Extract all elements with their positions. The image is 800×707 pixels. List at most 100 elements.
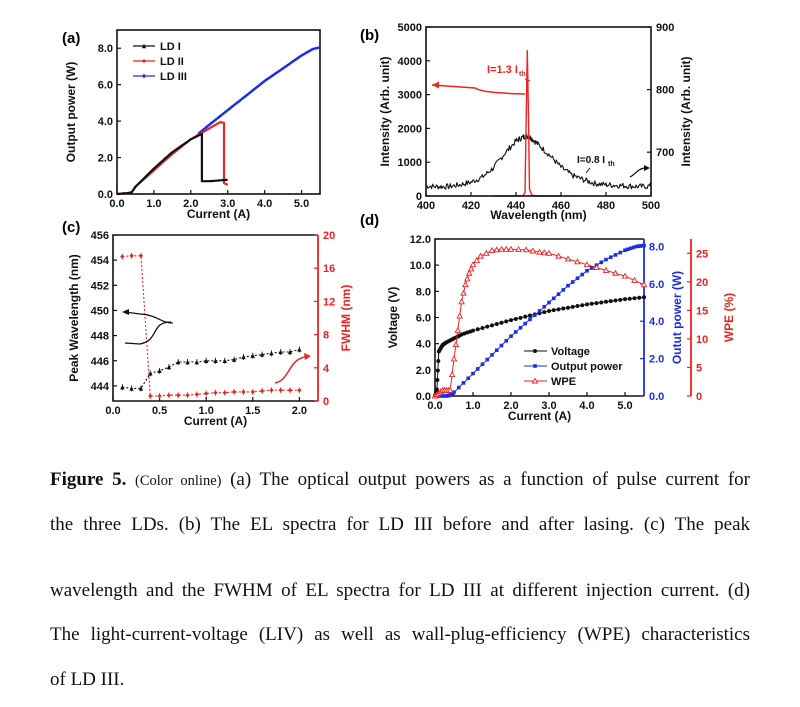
data-point [613,253,618,257]
y-right-axis-label: FWHM (nm) [339,285,353,352]
y-tick-label: 444 [91,381,110,393]
data-point [515,246,522,253]
data-point [642,243,646,248]
data-point [494,322,499,327]
data-point [278,388,283,393]
x-tick-label: 400 [417,200,435,212]
annotation-subscript: th [608,161,615,168]
panel-c-chart: 0.0 0.5 1.0 1.5 2.0 Current (A) 444 446 448 450 45… [67,230,353,428]
x-tick-label: 1.0 [199,405,214,417]
legend-label: Voltage [551,346,590,358]
data-point [623,248,627,253]
data-point [138,253,144,258]
y-tick-label: 10.0 [410,260,431,272]
y-right-tick-label: 2.0 [649,354,664,366]
series-line [116,132,228,196]
y-right-tick-label: 8.0 [649,241,664,253]
data-point [518,325,523,330]
data-point [638,244,642,248]
x-tick-label: 0.0 [427,400,442,412]
data-point [504,319,509,324]
data-point [231,389,237,395]
data-point [628,246,633,251]
legend-marker [531,377,539,384]
y-right2-tick-label: 25 [696,248,708,260]
figure-number: Figure 5. [50,469,127,490]
data-point [436,359,441,364]
x-tick-label: 3.0 [220,198,235,210]
plot-frame [112,234,318,402]
data-point [287,388,293,393]
legend: Voltage Output power WPE [524,346,623,388]
data-point [580,272,585,277]
series-line [116,120,229,196]
data-point [176,359,181,365]
data-point [466,376,471,381]
y-tick-label: 0.0 [416,391,431,403]
data-point [599,260,604,265]
y-axis-label: Output power (W) [64,62,78,163]
x-tick-label: 1.0 [146,198,161,210]
data-point [458,298,465,305]
caption-line-5: of LD III. [50,669,125,690]
data-point [589,301,594,306]
data-point [637,295,642,300]
data-point [475,327,480,332]
data-point [640,281,648,288]
x-tick-label: 2.0 [292,405,307,417]
data-point [545,249,553,256]
legend-label: Output power [551,361,623,373]
x-axis-label: Current (A) [187,207,250,221]
data-point [551,296,556,301]
data-point [513,316,518,321]
data-point [120,254,125,259]
panel-b-chart: 400 420 440 460 480 500 Wavelength (nm) 0 1000 20… [378,22,693,222]
y-tick-label: 456 [91,230,109,242]
right-axis-arrow [274,356,306,384]
data-point [494,348,499,353]
data-point [460,289,467,296]
y-axis-label: Peak Wavelength (nm) [67,254,81,382]
panel-label-d: (d) [360,212,379,229]
data-point [213,358,218,363]
data-point [490,323,494,328]
data-point [129,386,134,391]
series-line [435,245,645,397]
y-right-tick-label: 4.0 [649,316,664,328]
data-point [456,385,461,390]
legend-marker [141,73,147,79]
series-ld-ii [116,120,229,196]
legend-marker [141,43,147,49]
data-point [612,269,619,276]
data-point [166,392,172,398]
data-point [613,298,618,303]
data-point [561,306,566,311]
color-online-note: (Color online) [135,473,222,489]
data-point [566,283,570,288]
data-point [518,315,523,320]
data-point [241,389,246,395]
data-point [269,351,274,356]
data-point [250,353,255,358]
x-tick-label: 480 [597,200,615,212]
series-line [197,46,321,135]
y-right-axis-label: Outut power (W) [670,271,684,364]
panel-label-a: (a) [62,30,80,47]
data-point [536,248,543,255]
data-point [623,297,627,302]
x-tick-label: 4.0 [579,400,594,412]
legend-label: LD II [160,56,184,68]
y-right2-tick-label: 10 [696,334,708,346]
data-point [631,245,636,250]
figure-5: (a) (b) (c) (d) 0.0 1.0 2.0 3.0 4.0 5.0 Curren… [62,22,736,428]
data-point [138,386,144,391]
data-point [551,308,556,313]
y-right-tick-label: 800 [656,85,674,97]
y-right2-tick-label: 0 [696,391,702,403]
left-axis-arrowhead [432,81,439,89]
data-point [532,313,537,317]
data-point [485,357,490,362]
data-point [490,353,494,357]
data-point [480,325,485,330]
data-point [120,384,125,390]
